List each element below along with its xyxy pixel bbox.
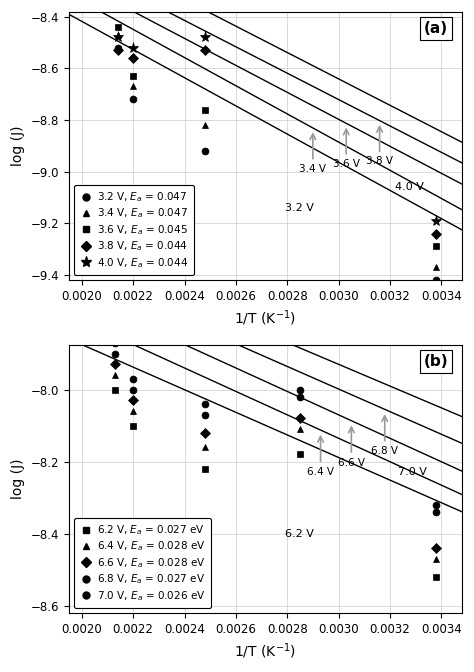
X-axis label: 1/T (K$^{-1}$): 1/T (K$^{-1}$)	[235, 641, 296, 661]
Legend: 6.2 V, $E_a$ = 0.027 eV, 6.4 V, $E_a$ = 0.028 eV, 6.6 V, $E_a$ = 0.028 eV, 6.8 V: 6.2 V, $E_a$ = 0.027 eV, 6.4 V, $E_a$ = …	[74, 518, 211, 607]
Text: 3.4 V: 3.4 V	[300, 163, 327, 173]
Legend: 3.2 V, $E_a$ = 0.047, 3.4 V, $E_a$ = 0.047, 3.6 V, $E_a$ = 0.045, 3.8 V, $E_a$ =: 3.2 V, $E_a$ = 0.047, 3.4 V, $E_a$ = 0.0…	[74, 185, 193, 275]
Text: 6.6 V: 6.6 V	[338, 458, 365, 468]
Text: 3.6 V: 3.6 V	[333, 159, 360, 169]
Text: 6.2 V: 6.2 V	[284, 529, 313, 539]
Y-axis label: log (J): log (J)	[11, 126, 25, 166]
Text: 6.8 V: 6.8 V	[371, 446, 398, 456]
Text: 7.0 V: 7.0 V	[398, 468, 427, 478]
Text: (a): (a)	[424, 21, 448, 36]
Text: (b): (b)	[423, 354, 448, 369]
Text: 4.0 V: 4.0 V	[395, 182, 424, 192]
X-axis label: 1/T (K$^{-1}$): 1/T (K$^{-1}$)	[235, 308, 296, 328]
Text: 3.8 V: 3.8 V	[366, 156, 393, 166]
Text: 6.4 V: 6.4 V	[307, 467, 334, 477]
Text: 3.2 V: 3.2 V	[284, 203, 313, 213]
Y-axis label: log (J): log (J)	[11, 458, 25, 499]
